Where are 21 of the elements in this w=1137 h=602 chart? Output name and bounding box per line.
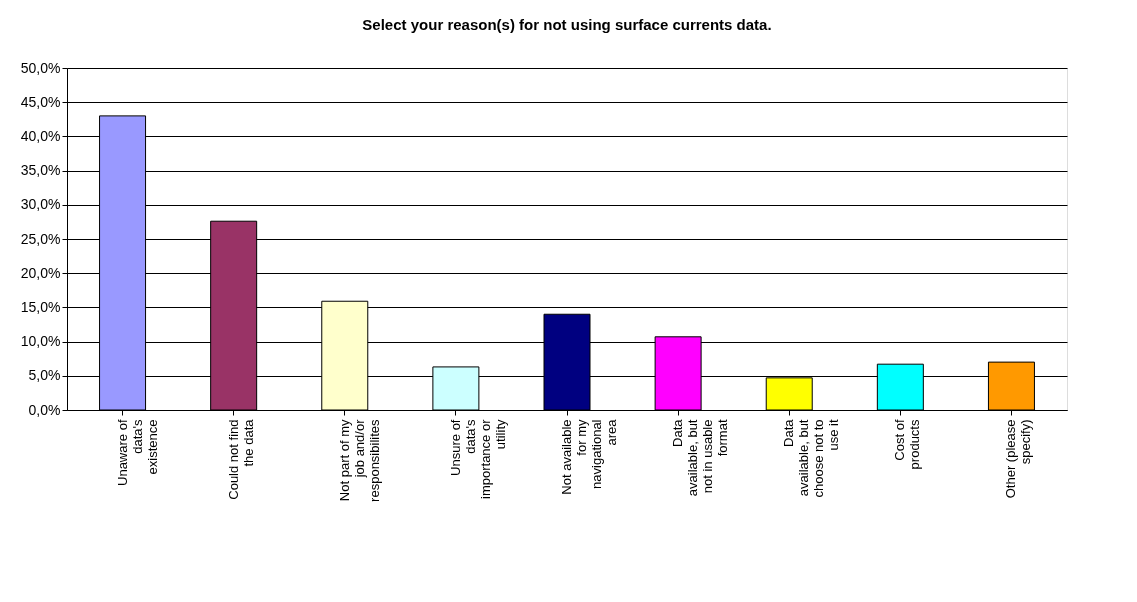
y-tick-label: 0,0% [28,401,61,418]
x-tick-label: Data available, but choose not to use it [781,418,842,498]
y-tick-label: 35,0% [20,162,61,179]
x-tick-label: Not available for my navigational area [559,418,619,495]
x-tick-label: Unsure of data's importance or utility [447,418,508,499]
y-tick-label: 25,0% [20,230,61,247]
y-tick-label: 20,0% [20,264,61,281]
x-tick-label: Unaware of data's existence [114,419,160,486]
y-tick-label: 45,0% [20,93,61,110]
y-tick-label: 5,0% [28,367,61,384]
chart-title: Select your reason(s) for not using surface currents data. [362,16,772,33]
x-tick-label: Cost of products [892,419,923,470]
x-tick-label: Could not find the data [225,418,256,500]
y-tick-label: 10,0% [20,333,61,350]
y-tick-label: 50,0% [20,59,61,76]
y-tick-label: 40,0% [20,127,61,144]
y-tick-label: 30,0% [20,196,61,213]
x-tick-label: Other (please specify) [1003,419,1034,499]
x-tick-label: Data available, but not in usable format [670,418,731,497]
y-tick-label: 15,0% [20,298,61,315]
x-tick-label: Not part of my job and/or responsibilites [336,418,382,502]
